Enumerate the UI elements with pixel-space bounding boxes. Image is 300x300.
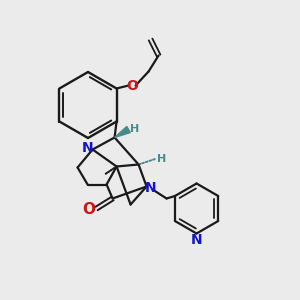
Text: N: N	[145, 182, 156, 196]
Text: N: N	[191, 232, 203, 247]
Text: H: H	[157, 154, 166, 164]
Text: O: O	[82, 202, 95, 217]
Text: O: O	[127, 79, 139, 92]
Text: N: N	[82, 142, 93, 155]
Polygon shape	[115, 127, 130, 137]
Text: H: H	[130, 124, 139, 134]
